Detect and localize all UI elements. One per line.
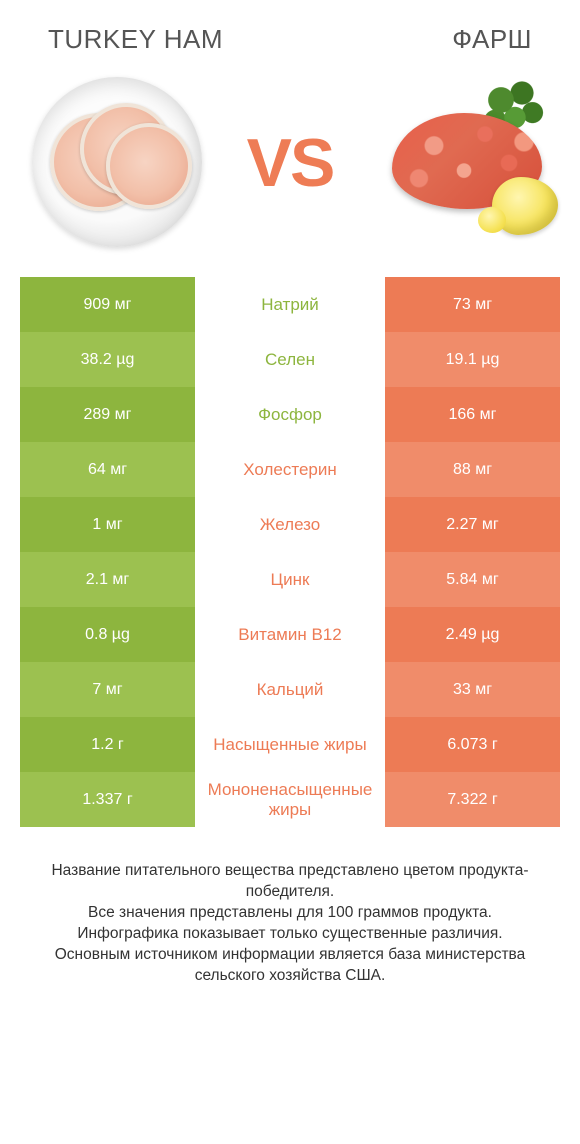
table-row: 7 мгКальций33 мг <box>20 662 560 717</box>
value-right: 73 мг <box>385 277 560 332</box>
value-right: 5.84 мг <box>385 552 560 607</box>
table-row: 64 мгХолестерин88 мг <box>20 442 560 497</box>
nutrient-label: Натрий <box>195 277 385 332</box>
table-row: 909 мгНатрий73 мг <box>20 277 560 332</box>
turkey-ham-image <box>28 73 208 253</box>
nutrient-label: Насыщенные жиры <box>195 717 385 772</box>
footer-note: Название питательного вещества представл… <box>20 861 560 987</box>
value-right: 6.073 г <box>385 717 560 772</box>
nutrient-label: Селен <box>195 332 385 387</box>
value-right: 7.322 г <box>385 772 560 827</box>
value-left: 1 мг <box>20 497 195 552</box>
value-right: 88 мг <box>385 442 560 497</box>
vs-label: VS <box>247 124 334 202</box>
table-row: 1.337 гМононенасыщенные жиры7.322 г <box>20 772 560 827</box>
nutrient-label: Железо <box>195 497 385 552</box>
table-row: 1.2 гНасыщенные жиры6.073 г <box>20 717 560 772</box>
value-right: 2.49 µg <box>385 607 560 662</box>
table-row: 2.1 мгЦинк5.84 мг <box>20 552 560 607</box>
value-left: 0.8 µg <box>20 607 195 662</box>
header: TURKEY HAM ФАРШ <box>0 0 580 65</box>
value-left: 1.337 г <box>20 772 195 827</box>
footer-line: Инфографика показывает только существенн… <box>20 924 560 945</box>
title-left: TURKEY HAM <box>48 24 223 55</box>
nutrient-label: Фосфор <box>195 387 385 442</box>
comparison-table: 909 мгНатрий73 мг38.2 µgСелен19.1 µg289 … <box>20 277 560 827</box>
nutrient-label: Витамин B12 <box>195 607 385 662</box>
value-left: 1.2 г <box>20 717 195 772</box>
value-right: 33 мг <box>385 662 560 717</box>
title-right: ФАРШ <box>452 24 532 55</box>
value-left: 64 мг <box>20 442 195 497</box>
footer-line: Основным источником информации является … <box>20 945 560 987</box>
nutrient-label: Кальций <box>195 662 385 717</box>
minced-meat-image <box>372 73 552 253</box>
value-right: 19.1 µg <box>385 332 560 387</box>
nutrient-label: Мононенасыщенные жиры <box>195 772 385 827</box>
footer-line: Все значения представлены для 100 граммо… <box>20 903 560 924</box>
value-left: 38.2 µg <box>20 332 195 387</box>
nutrient-label: Холестерин <box>195 442 385 497</box>
hero: VS <box>0 65 580 277</box>
value-right: 2.27 мг <box>385 497 560 552</box>
value-right: 166 мг <box>385 387 560 442</box>
value-left: 2.1 мг <box>20 552 195 607</box>
value-left: 7 мг <box>20 662 195 717</box>
nutrient-label: Цинк <box>195 552 385 607</box>
table-row: 0.8 µgВитамин B122.49 µg <box>20 607 560 662</box>
table-row: 289 мгФосфор166 мг <box>20 387 560 442</box>
table-row: 1 мгЖелезо2.27 мг <box>20 497 560 552</box>
value-left: 289 мг <box>20 387 195 442</box>
value-left: 909 мг <box>20 277 195 332</box>
table-row: 38.2 µgСелен19.1 µg <box>20 332 560 387</box>
footer-line: Название питательного вещества представл… <box>20 861 560 903</box>
